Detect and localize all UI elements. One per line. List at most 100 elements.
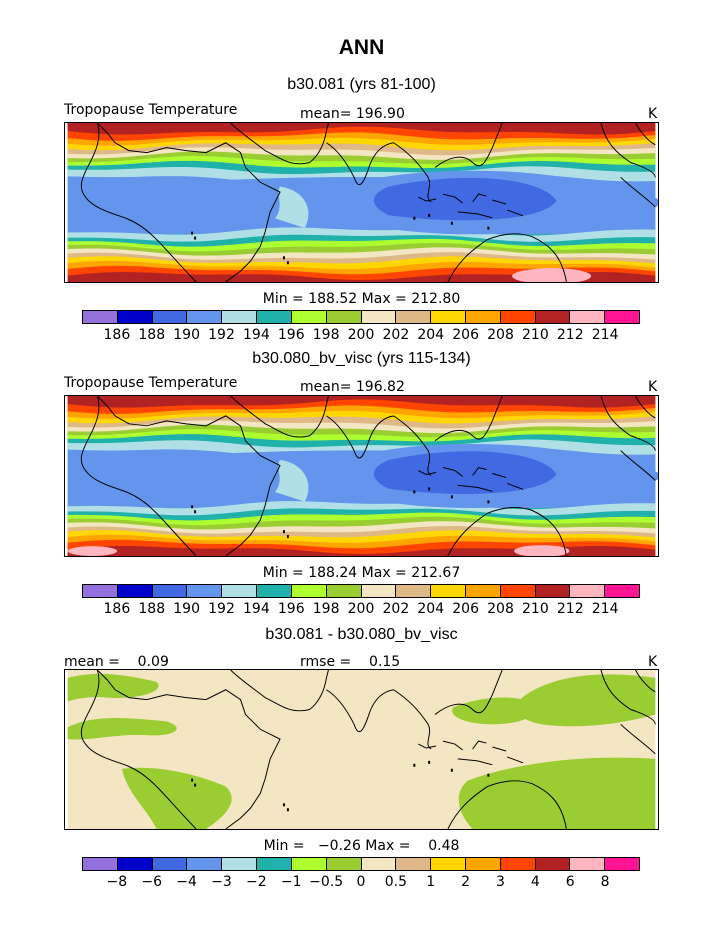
colorbar-swatch (291, 585, 327, 597)
colorbar-tick-label: 214 (591, 327, 619, 343)
difference-region (452, 697, 538, 725)
colorbar-tick-label: 194 (243, 327, 270, 343)
colorbar-swatch (570, 858, 606, 870)
coastline (393, 123, 503, 203)
colorbar-swatch (222, 585, 258, 597)
colorbar-tick-label: 210 (522, 601, 549, 617)
colorbar-swatch (396, 311, 432, 323)
island (191, 505, 194, 509)
colorbar-swatch (535, 858, 571, 870)
island (450, 221, 453, 225)
colorbar-swatch (465, 585, 501, 597)
coastline (230, 123, 329, 165)
coastline (447, 233, 567, 282)
cold-tropopause-pool (373, 177, 557, 221)
colorbar-tick-label: 212 (556, 327, 584, 343)
temperature-band-north (67, 396, 656, 408)
panel-3-colorbar (82, 857, 640, 871)
colorbar-tick-label: 186 (103, 601, 131, 617)
coastline (418, 740, 524, 766)
coastline (635, 123, 656, 146)
temperature-band-south (67, 546, 656, 556)
panel-2-mean: mean= 196.82 (300, 379, 405, 395)
island (413, 216, 416, 220)
island (428, 760, 431, 764)
colorbar-tick-label: 196 (277, 327, 305, 343)
panel-2-units: K (648, 379, 658, 395)
coastline (326, 689, 394, 733)
colorbar-swatch (431, 858, 466, 870)
colorbar-swatch (431, 585, 466, 597)
tropical-core (67, 177, 658, 228)
island (487, 500, 490, 504)
colorbar-swatch (187, 585, 223, 597)
panel-1-colorbar-ticks: 186 188 190 192 194 196 198 200 202 204 206 208 210 2… (82, 327, 640, 345)
colorbar-tick-label: −8 (106, 874, 128, 890)
colorbar-tick-label: 186 (103, 327, 131, 343)
colorbar-swatch (361, 585, 397, 597)
panel-1-mean: mean= 196.90 (300, 106, 405, 122)
panel-3-units: K (648, 654, 658, 670)
panel-2-colorbar-ticks: 186 188 190 192 194 196 198 200 202 204 206 208 210 2… (82, 601, 640, 619)
colorbar-swatch (605, 858, 639, 870)
coastline (230, 670, 329, 712)
island (194, 783, 197, 787)
colorbar-tick-label: 202 (382, 327, 410, 343)
island (428, 213, 431, 217)
island (487, 226, 490, 230)
colorbar-tick-label: 198 (312, 327, 340, 343)
tropical-core (67, 450, 658, 502)
south-pink-patch (514, 545, 570, 556)
colorbar-tick-label: 210 (522, 327, 549, 343)
panel-1-units: K (648, 106, 658, 122)
panel-2-title: b30.080_bv_visc (yrs 115-134) (252, 350, 471, 367)
indian-ocean-tongue (275, 186, 309, 228)
island (487, 773, 490, 777)
colorbar-tick-label: 206 (452, 327, 479, 343)
colorbar-swatch (361, 311, 397, 323)
island (286, 261, 289, 265)
colorbar-swatch (83, 311, 118, 323)
colorbar-tick-label: 196 (277, 601, 305, 617)
temperature-band-south (67, 272, 656, 282)
coastline (600, 123, 656, 208)
difference-region (517, 674, 656, 727)
colorbar-tick-label: 188 (138, 327, 166, 343)
coastline (600, 396, 656, 481)
colorbar-swatch (291, 311, 327, 323)
colorbar-swatch (500, 858, 536, 870)
difference-region (458, 757, 656, 829)
island (428, 487, 431, 491)
colorbar-tick-label: 190 (173, 601, 200, 617)
coastline (80, 670, 197, 829)
temperature-band-north (67, 123, 656, 135)
island (450, 495, 453, 499)
colorbar-tick-label: 204 (417, 327, 445, 343)
panel-1-map (64, 122, 659, 283)
colorbar-swatch (326, 858, 362, 870)
colorbar-tick-label: 194 (243, 601, 270, 617)
colorbar-tick-label: 208 (487, 601, 514, 617)
coastline (600, 670, 656, 755)
colorbar-tick-label: 6 (565, 874, 575, 890)
colorbar-tick-label: 0.5 (384, 874, 408, 890)
indian-ocean-tongue (275, 460, 309, 502)
colorbar-tick-label: −2 (246, 874, 267, 890)
panel-1-field-label: Tropopause Temperature (64, 102, 238, 118)
coastline (635, 670, 656, 693)
colorbar-tick-label: 212 (556, 601, 584, 617)
colorbar-tick-label: −4 (176, 874, 197, 890)
colorbar-swatch (605, 585, 639, 597)
panel-3-title: b30.081 - b30.080_bv_visc (265, 626, 458, 643)
island (191, 231, 194, 235)
south-pink-patch (512, 268, 592, 282)
panel-3-map (64, 669, 659, 830)
colorbar-swatch (291, 858, 327, 870)
colorbar-tick-label: 206 (452, 601, 479, 617)
colorbar-swatch (465, 858, 501, 870)
colorbar-swatch (535, 311, 571, 323)
colorbar-swatch (361, 858, 397, 870)
colorbar-swatch (117, 858, 153, 870)
colorbar-swatch (605, 311, 639, 323)
island (286, 808, 289, 812)
